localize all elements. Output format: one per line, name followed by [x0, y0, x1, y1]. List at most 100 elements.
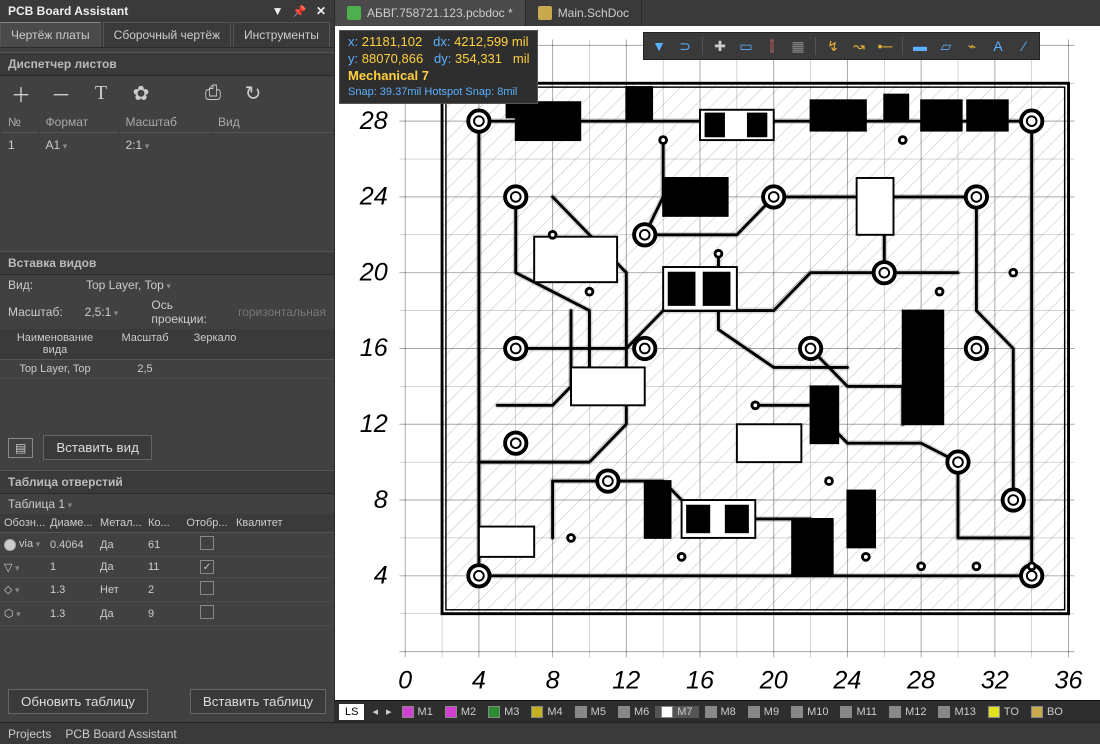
views-grid-header: Наименование вида Масштаб Зеркало: [0, 329, 334, 360]
views-grid-row[interactable]: Top Layer, Top 2,5: [0, 360, 334, 379]
hole-symbol[interactable]: ⬡: [4, 608, 21, 620]
layer-prev-icon[interactable]: ◂: [368, 705, 382, 718]
layer-M13[interactable]: M13: [932, 706, 981, 718]
hole-show-checkbox[interactable]: [200, 605, 214, 619]
pcb-canvas[interactable]: x: 21181,102 dx: 4212,599 mil y: 88070,8…: [335, 26, 1100, 700]
holes-row[interactable]: via0.4064Да61: [0, 533, 334, 557]
fill-icon[interactable]: ▬: [909, 35, 931, 57]
route-diff-icon[interactable]: ↝: [848, 35, 870, 57]
holes-table-dropdown[interactable]: Таблица 1: [8, 497, 72, 511]
svg-text:24: 24: [832, 666, 861, 694]
select-rect-icon[interactable]: ▭: [735, 35, 757, 57]
add-icon[interactable]: ＋: [10, 82, 32, 104]
align-icon[interactable]: ⫿: [761, 35, 783, 57]
panel-tabs: Чертёж платы Сборочный чертёж Инструмент…: [0, 22, 334, 48]
format-dropdown[interactable]: A1: [46, 138, 68, 152]
layer-M11[interactable]: M11: [834, 706, 883, 718]
layer-M8[interactable]: M8: [699, 706, 742, 718]
layer-BO[interactable]: BO: [1025, 706, 1069, 718]
via-tool-icon[interactable]: •─: [874, 35, 896, 57]
editor-area: АБВГ.758721.123.pcbdoc * Main.SchDoc x: …: [335, 0, 1100, 722]
move-icon[interactable]: ✚: [709, 35, 731, 57]
layer-swatch: [488, 706, 500, 718]
snap-magnet-icon[interactable]: ⊃: [674, 35, 696, 57]
svg-text:16: 16: [686, 666, 714, 694]
layer-M5[interactable]: M5: [569, 706, 612, 718]
text-icon[interactable]: T: [90, 82, 112, 104]
remove-icon[interactable]: －: [50, 82, 72, 104]
svg-text:0: 0: [398, 666, 412, 694]
schdoc-icon: [538, 6, 552, 20]
projection-value: горизонтальная: [238, 305, 326, 319]
hole-show-checkbox[interactable]: [200, 581, 214, 595]
layer-swatch: [661, 706, 673, 718]
text-icon[interactable]: A: [987, 35, 1009, 57]
gear-icon[interactable]: ✿: [130, 82, 152, 104]
svg-text:28: 28: [359, 107, 388, 135]
update-table-button[interactable]: Обновить таблицу: [8, 689, 148, 714]
layer-next-icon[interactable]: ▸: [382, 705, 396, 718]
hole-symbol[interactable]: ◇: [4, 584, 20, 596]
col-number[interactable]: №: [2, 112, 38, 133]
layer-swatch: [988, 706, 1000, 718]
grid-icon[interactable]: ▦: [787, 35, 809, 57]
line-icon[interactable]: ⁄: [1013, 35, 1035, 57]
sheet-toolbar: ＋ － T ✿ ⎙ ↻: [0, 76, 334, 110]
holes-row[interactable]: ▽1Да11✓: [0, 557, 334, 578]
panel-pin-icon[interactable]: 📌: [293, 6, 307, 18]
layer-M9[interactable]: M9: [742, 706, 785, 718]
holes-grid-header: Обозн... Диаме... Метал... Ко... Отобр..…: [0, 514, 334, 533]
hole-symbol[interactable]: ▽: [4, 562, 20, 574]
doc-tab-schdoc[interactable]: Main.SchDoc: [526, 0, 642, 26]
print-icon[interactable]: ⎙: [202, 82, 224, 104]
layer-M12[interactable]: M12: [883, 706, 932, 718]
layer-TO[interactable]: TO: [982, 706, 1025, 718]
status-projects[interactable]: Projects: [8, 727, 51, 741]
layer-swatch: [618, 706, 630, 718]
view-scale-dropdown[interactable]: 2,5:1: [85, 305, 144, 319]
doc-tab-pcbdoc[interactable]: АБВГ.758721.123.pcbdoc *: [335, 0, 526, 26]
layer-M3[interactable]: M3: [482, 706, 525, 718]
tab-assembly-drawing[interactable]: Сборочный чертёж: [103, 22, 231, 47]
sheet-manager-header: Диспетчер листов: [0, 52, 334, 76]
status-pcb-assistant[interactable]: PCB Board Assistant: [65, 727, 176, 741]
tab-board-drawing[interactable]: Чертёж платы: [0, 22, 101, 47]
col-scale[interactable]: Масштаб: [120, 112, 210, 133]
layer-M10[interactable]: M10: [785, 706, 834, 718]
view-dropdown[interactable]: Top Layer, Top: [86, 278, 326, 292]
hole-show-checkbox[interactable]: [200, 536, 214, 550]
insert-view-button[interactable]: Вставить вид: [43, 435, 152, 460]
panel-dropdown-icon[interactable]: ▼: [272, 4, 284, 18]
hole-symbol[interactable]: via: [4, 538, 40, 550]
hole-show-checkbox[interactable]: ✓: [200, 560, 214, 574]
scale-label: Масштаб:: [8, 305, 77, 319]
svg-text:8: 8: [546, 666, 560, 694]
refresh-icon[interactable]: ↻: [242, 82, 264, 104]
col-view[interactable]: Вид: [212, 112, 332, 133]
holes-row[interactable]: ⬡1.3Да9: [0, 602, 334, 626]
polygon-icon[interactable]: ▱: [935, 35, 957, 57]
layer-M6[interactable]: M6: [612, 706, 655, 718]
document-tabs: АБВГ.758721.123.pcbdoc * Main.SchDoc: [335, 0, 1100, 26]
layer-M4[interactable]: M4: [525, 706, 568, 718]
svg-text:12: 12: [360, 410, 388, 438]
layer-M7[interactable]: M7: [655, 706, 698, 718]
tab-tools[interactable]: Инструменты: [233, 22, 330, 47]
route-icon[interactable]: ↯: [822, 35, 844, 57]
col-format[interactable]: Формат: [40, 112, 118, 133]
sheet-row[interactable]: 1 A1 2:1: [2, 135, 332, 155]
insert-view-icon: ▤: [8, 438, 33, 458]
filter-icon[interactable]: ▼: [648, 35, 670, 57]
scale-dropdown[interactable]: 2:1: [126, 138, 150, 152]
layer-M1[interactable]: M1: [396, 706, 439, 718]
holes-row[interactable]: ◇1.3Нет2: [0, 578, 334, 602]
layer-bar: LS ◂ ▸ M1M2M3M4M5M6M7M8M9M10M11M12M13TOB…: [335, 700, 1100, 722]
trace-icon[interactable]: ⌁: [961, 35, 983, 57]
svg-text:24: 24: [359, 183, 388, 211]
layer-M2[interactable]: M2: [439, 706, 482, 718]
panel-close-icon[interactable]: ✕: [316, 4, 326, 18]
insert-table-button[interactable]: Вставить таблицу: [190, 689, 326, 714]
svg-text:16: 16: [360, 334, 388, 362]
layer-ls[interactable]: LS: [339, 704, 364, 720]
layer-swatch: [575, 706, 587, 718]
